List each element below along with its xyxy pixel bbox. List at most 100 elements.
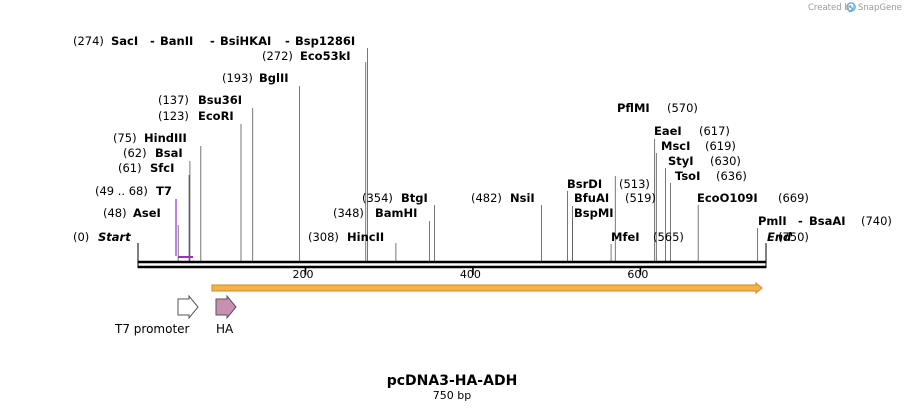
site-pflmi[interactable]: PflMI (570) (617, 101, 698, 115)
site-name-sfci[interactable]: SfcI (150, 161, 174, 175)
site-hincii[interactable]: HincII (308) (308, 230, 384, 244)
dna-backbone (137, 243, 767, 269)
site-asei[interactable]: AseI (48) (103, 206, 161, 220)
site-nsii[interactable]: NsiI (482) (471, 191, 535, 205)
site-t7[interactable]: T7 (49 .. 68) (95, 184, 172, 198)
site-name-start[interactable]: Start (98, 230, 131, 244)
site-name-msci[interactable]: MscI (661, 139, 690, 153)
site-pmli-bsaai[interactable]: PmlI - BsaAI (740) (758, 214, 892, 228)
site-pos-bglii: (193) (222, 71, 253, 85)
site-pos-tsoi: (636) (716, 169, 747, 183)
site-name-banii[interactable]: BanII (160, 34, 193, 48)
plasmid-length: 750 bp (433, 389, 471, 402)
site-hindiii[interactable]: HindIII (75) (113, 131, 187, 145)
site-name-mfei[interactable]: MfeI (611, 230, 640, 244)
site-eaei[interactable]: EaeI (617) (654, 124, 730, 138)
site-pos-sfci: (61) (118, 161, 142, 175)
site-pos-hindiii: (75) (113, 131, 137, 145)
site-mfei[interactable]: MfeI (565) (611, 230, 684, 244)
site-name-eaei[interactable]: EaeI (654, 124, 682, 138)
snapgene-credit: Created by SnapGene (808, 2, 902, 13)
site-bspmi[interactable]: BspMI (574, 206, 614, 220)
site-pos-t7: (49 .. 68) (95, 184, 148, 198)
site-eco53ki[interactable]: Eco53kI (272) (262, 49, 351, 63)
site-saci-banii-bsihkai-bsp1286i[interactable]: (274) SacI - BanII - BsiHKAI - Bsp1286I (73, 34, 355, 48)
site-bamhi[interactable]: BamHI (348) (333, 206, 417, 220)
site-name-bsihkai[interactable]: BsiHKAI (220, 34, 271, 48)
site-name-styi[interactable]: StyI (668, 154, 694, 168)
site-pos-bamhi: (348) (333, 206, 364, 220)
site-name-btgi[interactable]: BtgI (401, 191, 428, 205)
site-pos-bsu36i: (137) (158, 93, 189, 107)
site-btgi[interactable]: BtgI (354) (362, 191, 428, 205)
site-name-bsaai[interactable]: BsaAI (809, 214, 846, 228)
site-start[interactable]: Start (0) (73, 230, 131, 244)
site-pos-asei: (48) (103, 206, 127, 220)
credit-prefix: Created by (808, 3, 855, 13)
site-pos-styi: (630) (710, 154, 741, 168)
site-sfci[interactable]: SfcI (61) (118, 161, 174, 175)
site-name-eco53ki[interactable]: Eco53kI (300, 49, 351, 63)
feature-label-t7-promoter: T7 promoter (114, 322, 190, 336)
plasmid-title: pcDNA3-HA-ADH (387, 373, 518, 389)
site-pos-end: (750) (778, 230, 809, 244)
site-pos-msci: (619) (705, 139, 736, 153)
credit-brand: SnapGene (858, 3, 902, 13)
site-pos-nsii: (482) (471, 191, 502, 205)
orf-arrow[interactable] (211, 281, 763, 295)
ruler-ticks: 200 400 600 (292, 268, 648, 281)
tick-label: 200 (292, 268, 313, 281)
feature-arrow-t7-promoter[interactable] (177, 294, 199, 320)
site-name-bsai[interactable]: BsaI (155, 146, 183, 160)
site-pos-btgi: (354) (362, 191, 393, 205)
site-msci[interactable]: MscI (619) (661, 139, 736, 153)
site-name-tsoi[interactable]: TsoI (675, 169, 700, 183)
site-name-pmli[interactable]: PmlI (758, 214, 787, 228)
site-labels: Start(0)AseI(48)T7(49 .. 68)SfcI(61)BsaI… (73, 34, 892, 244)
site-bfuai[interactable]: BfuAI (519) (574, 191, 656, 205)
orf-arrow-shape[interactable] (211, 281, 763, 295)
site-ecori[interactable]: EcoRI (123) (158, 109, 234, 123)
site-bsu36i[interactable]: Bsu36I (137) (158, 93, 242, 107)
site-name-bspmi[interactable]: BspMI (574, 206, 614, 220)
site-name-bsu36i[interactable]: Bsu36I (198, 93, 242, 107)
site-name-hincii[interactable]: HincII (347, 230, 384, 244)
site-name-t7[interactable]: T7 (156, 184, 172, 198)
site-separator: - (210, 34, 215, 48)
feature-t7-promoter[interactable]: T7 promoter (114, 294, 199, 336)
site-name-bamhi[interactable]: BamHI (375, 206, 417, 220)
site-name-nsii[interactable]: NsiI (510, 191, 535, 205)
site-name-bsrdi[interactable]: BsrDI (567, 177, 602, 191)
site-name-bsp1286i[interactable]: Bsp1286I (295, 34, 355, 48)
feature-ha[interactable]: HA (215, 294, 237, 336)
site-pos-pmli-bsaai: (740) (861, 214, 892, 228)
site-lines (175, 48, 759, 261)
site-end[interactable]: End(750) (767, 230, 809, 244)
site-tsoi[interactable]: TsoI (636) (675, 169, 747, 183)
site-styi[interactable]: StyI (630) (668, 154, 741, 168)
site-name-asei[interactable]: AseI (133, 206, 161, 220)
site-pos-bsai: (62) (123, 146, 147, 160)
site-separator: - (798, 214, 803, 228)
site-ecoo109i[interactable]: EcoO109I (669) (697, 191, 809, 205)
site-pos-bsrdi: (513) (619, 177, 650, 191)
site-pos-pflmi: (570) (667, 101, 698, 115)
feature-label-ha: HA (216, 322, 234, 336)
site-pos-hincii: (308) (308, 230, 339, 244)
site-name-end[interactable]: End (767, 230, 792, 244)
site-name-bglii[interactable]: BglII (259, 71, 289, 85)
site-name-pflmi[interactable]: PflMI (617, 101, 650, 115)
site-name-ecori[interactable]: EcoRI (198, 109, 234, 123)
site-name-hindiii[interactable]: HindIII (144, 131, 187, 145)
site-pos-bfuai: (519) (625, 191, 656, 205)
site-bglii[interactable]: BglII (193) (222, 71, 289, 85)
site-bsai[interactable]: BsaI (62) (123, 146, 183, 160)
site-name-bfuai[interactable]: BfuAI (574, 191, 609, 205)
site-name-saci[interactable]: SacI (111, 34, 138, 48)
site-pos-eco53ki: (272) (262, 49, 293, 63)
site-bsrdi[interactable]: BsrDI (513) (567, 177, 650, 191)
site-name-ecoo109i[interactable]: EcoO109I (697, 191, 758, 205)
site-pos-ecori: (123) (158, 109, 189, 123)
feature-arrow-ha[interactable] (215, 294, 237, 320)
